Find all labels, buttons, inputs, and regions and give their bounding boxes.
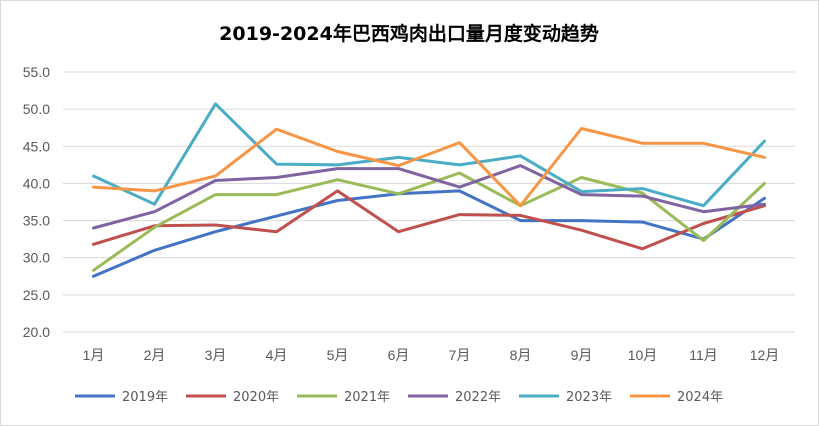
legend-label: 2020年	[233, 390, 279, 405]
series-line-2020年	[92, 189, 766, 251]
x-tick-label: 12月	[750, 347, 780, 363]
x-tick-label: 6月	[388, 347, 410, 363]
series-lines	[92, 102, 766, 278]
y-tick-label: 45.0	[23, 138, 50, 154]
x-tick-label: 2月	[144, 347, 166, 363]
legend-label: 2022年	[455, 390, 501, 405]
series-line-2019年	[92, 189, 766, 278]
x-tick-label: 1月	[83, 347, 105, 363]
legend-label: 2019年	[122, 390, 168, 405]
y-tick-label: 30.0	[23, 250, 50, 266]
x-tick-label: 7月	[449, 347, 471, 363]
y-tick-label: 40.0	[23, 175, 50, 191]
y-tick-label: 35.0	[23, 213, 50, 229]
x-tick-label: 8月	[510, 347, 532, 363]
y-tick-label: 55.0	[23, 64, 50, 80]
legend: 2019年 2020年 2021年 2022年 2023年 2024年	[75, 390, 723, 405]
x-tick-label: 9月	[571, 347, 593, 363]
legend-label: 2023年	[566, 390, 612, 405]
x-tick-label: 11月	[689, 347, 718, 363]
y-tick-label: 50.0	[23, 101, 50, 117]
x-tick-label: 4月	[266, 347, 288, 363]
series-line-2023年	[92, 102, 766, 208]
chart-title: 2019-2024年巴西鸡肉出口量月度变动趋势	[219, 22, 599, 45]
x-tick-label: 10月	[628, 347, 658, 363]
y-tick-label: 20.0	[23, 324, 50, 340]
series-line-2021年	[92, 171, 766, 272]
legend-label: 2021年	[344, 390, 390, 405]
series-line-2024年	[92, 127, 766, 208]
y-tick-label: 25.0	[23, 287, 50, 303]
x-tick-label: 5月	[327, 347, 349, 363]
series-line-2022年	[92, 164, 766, 230]
legend-label: 2024年	[677, 390, 723, 405]
x-tick-label: 3月	[205, 347, 227, 363]
x-axis-ticks: 1月 2月 3月 4月 5月 6月 7月 8月 9月 10月 11月 12月	[83, 347, 780, 363]
y-axis-ticks: 20.0 25.0 30.0 35.0 40.0 45.0 50.0 55.0	[23, 64, 50, 340]
